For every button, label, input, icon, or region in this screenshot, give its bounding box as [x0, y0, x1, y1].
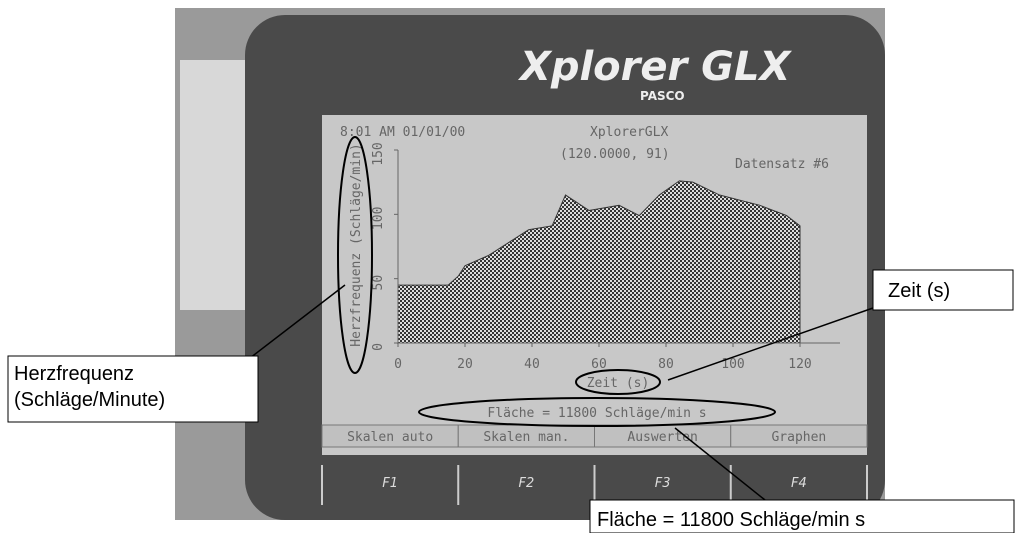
annotation-text: Fläche = 11800 Schläge/min s [597, 509, 865, 531]
brand: Xplorer GLX [517, 44, 792, 90]
screen-button-label: Graphen [771, 430, 826, 445]
screen-button-label: Skalen man. [483, 430, 569, 445]
function-key: F2 [519, 476, 535, 491]
x-tick-label: 80 [658, 357, 674, 372]
x-tick-label: 120 [788, 357, 811, 372]
maker: PASCO [640, 89, 685, 103]
function-key: F4 [791, 476, 807, 491]
x-tick-label: 40 [524, 357, 540, 372]
y-tick-label: 50 [371, 275, 386, 291]
screen-device: XplorerGLX [590, 125, 668, 140]
x-tick-label: 0 [394, 357, 402, 372]
page: Xplorer GLX PASCO 8:01 AM 01/01/00 Xplor… [0, 0, 1018, 533]
cursor-readout: (120.0000, 91) [560, 147, 670, 162]
x-axis-label: Zeit (s) [587, 376, 650, 391]
annotation-text: (Schläge/Minute) [14, 389, 165, 411]
function-key: F1 [382, 476, 398, 491]
screen-button-label: Skalen auto [347, 430, 433, 445]
y-tick-label: 150 [371, 142, 386, 165]
annotation-text: Herzfrequenz [14, 363, 134, 385]
dataset: Datensatz #6 [735, 157, 829, 172]
x-tick-label: 20 [457, 357, 473, 372]
x-tick-label: 100 [721, 357, 744, 372]
screen-time: 8:01 AM 01/01/00 [340, 125, 465, 140]
function-key: F3 [655, 476, 671, 491]
y-axis-label: Herzfrequenz (Schläge/min) [349, 143, 364, 347]
area-result: Fläche = 11800 Schläge/min s [487, 406, 706, 421]
y-tick-label: 100 [371, 207, 386, 230]
y-tick-label: 0 [371, 343, 386, 351]
annotation-text: Zeit (s) [888, 280, 950, 302]
